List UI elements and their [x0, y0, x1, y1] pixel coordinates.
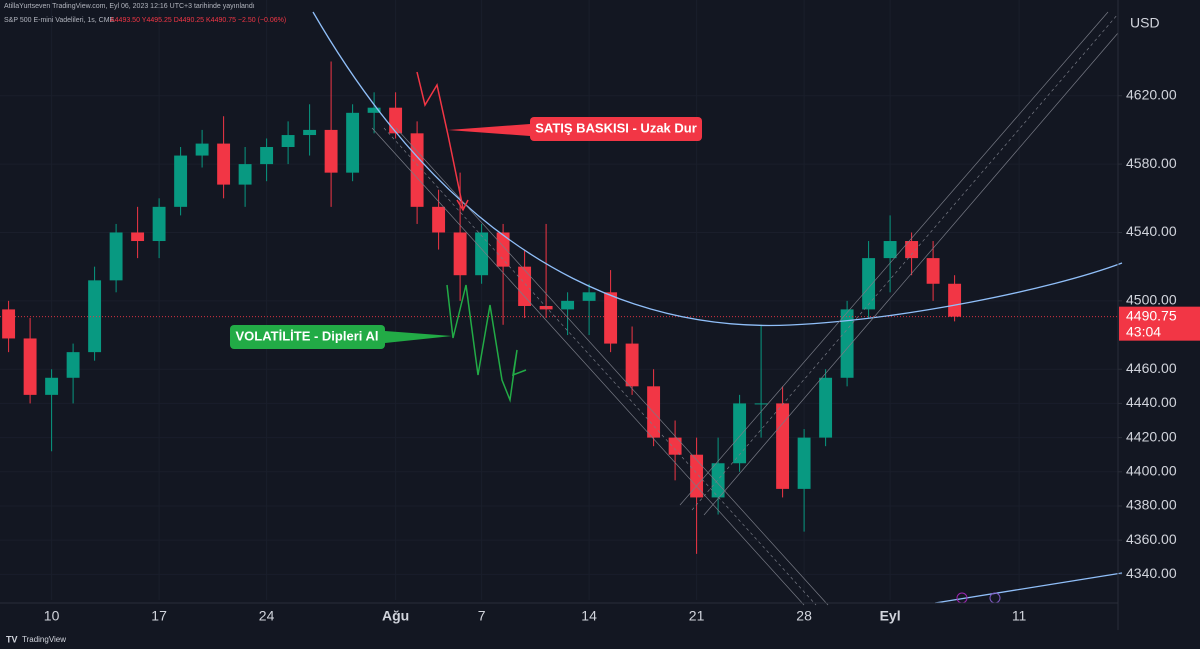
candle-body: [45, 377, 59, 395]
x-tick-label: Eyl: [880, 608, 901, 624]
candle-body: [346, 112, 360, 173]
candle-body: [367, 107, 381, 113]
x-tick-label: 21: [689, 608, 705, 624]
candle-body: [303, 129, 317, 136]
arrow-head: [456, 199, 469, 212]
candle-body: [475, 232, 489, 276]
arc: [312, 11, 1123, 327]
candle-body: [733, 403, 747, 464]
candle-body: [840, 309, 854, 378]
candle-body: [432, 206, 446, 233]
x-tick-label: 11: [1012, 608, 1027, 624]
candle-body: [948, 283, 962, 317]
drawings: [230, 11, 1123, 606]
x-tick-label: 7: [478, 608, 486, 624]
x-tick-label: 10: [44, 608, 60, 624]
callout-pointer: [448, 124, 530, 136]
countdown-label: 43:04: [1126, 323, 1161, 339]
candle-body: [561, 300, 575, 310]
arc-2: [934, 572, 1123, 604]
candle-body: [496, 232, 510, 267]
y-tick-label: 4620.00: [1126, 86, 1177, 102]
zigzag-red: [416, 71, 464, 209]
publisher: AtillaYurtseven TradingView.com, Eyl 06,…: [4, 3, 255, 10]
candle-body: [926, 258, 940, 284]
currency: USD: [1130, 15, 1160, 31]
candle-body: [883, 241, 897, 259]
candle-body: [905, 241, 919, 259]
x-tick-label: 28: [796, 608, 812, 624]
channel-line: [395, 127, 829, 606]
candle-body: [410, 133, 424, 207]
candle-body: [776, 403, 790, 489]
candle-body: [625, 343, 639, 387]
candle-body: [389, 107, 403, 134]
candle-body: [668, 437, 682, 455]
callout-box: [530, 117, 702, 141]
y-tick-label: 4540.00: [1126, 223, 1177, 239]
candle-body: [174, 155, 188, 207]
candle-body: [152, 206, 166, 242]
candle-body: [2, 309, 16, 339]
channel-line: [371, 127, 805, 606]
symbol: S&P 500 E-mini Vadelileri, 1s, CME: [4, 17, 115, 24]
y-tick-label: 4340.00: [1126, 565, 1177, 581]
candle-body: [518, 266, 532, 306]
x-tick-label: 14: [581, 608, 597, 624]
y-tick-label: 4360.00: [1126, 531, 1177, 547]
candle-body: [195, 143, 209, 156]
candle-body: [690, 454, 704, 498]
brand-logo: TV: [6, 634, 18, 644]
footer: [0, 631, 1200, 649]
candle-body: [582, 292, 596, 301]
candle-body: [260, 147, 274, 165]
candle-body: [862, 258, 876, 310]
x-tick-label: 17: [151, 608, 167, 624]
annotation: SATIŞ BASKISI - Uzak Dur: [535, 120, 697, 135]
channel-line: [691, 13, 1119, 511]
last-price-box: [1119, 306, 1200, 341]
candle-body: [711, 463, 725, 498]
ohlc: A4493.50 Y4495.25 D4490.25 K4490.75 −2.5…: [110, 17, 286, 24]
y-tick-label: 4440.00: [1126, 394, 1177, 410]
candle-body: [23, 338, 37, 395]
candle-body: [88, 280, 102, 353]
candle-body: [604, 292, 618, 344]
candle-body: [131, 232, 145, 242]
zigzag-green: [446, 284, 527, 403]
candle-body: [66, 352, 80, 378]
candle-body: [281, 135, 295, 148]
y-tick-label: 4400.00: [1126, 462, 1177, 478]
annotation: VOLATİLİTE - Dipleri Al: [236, 328, 379, 343]
y-tick-label: 4500.00: [1126, 292, 1177, 308]
channel-line: [383, 127, 817, 606]
x-tick-label: 24: [259, 608, 275, 624]
y-tick-label: 4420.00: [1126, 428, 1177, 444]
channel-line: [703, 32, 1119, 516]
y-tick-label: 4380.00: [1126, 497, 1177, 513]
candle-body: [238, 164, 252, 185]
candle-body: [754, 403, 768, 405]
y-tick-label: 4580.00: [1126, 155, 1177, 171]
callout-box: [230, 325, 385, 349]
candle-body: [453, 232, 467, 276]
candle-body: [109, 232, 123, 281]
x-tick-label: Ağu: [382, 608, 409, 624]
candle-body: [797, 437, 811, 489]
candle-body: [819, 377, 833, 438]
candle-body: [539, 305, 553, 310]
channel-line: [679, 11, 1109, 506]
y-tick-label: 4460.00: [1126, 360, 1177, 376]
last-price-label: 4490.75: [1126, 307, 1177, 323]
candle-body: [324, 129, 338, 173]
brand: TradingView: [22, 635, 66, 644]
candle-body: [217, 143, 231, 185]
callout-pointer: [385, 331, 452, 343]
